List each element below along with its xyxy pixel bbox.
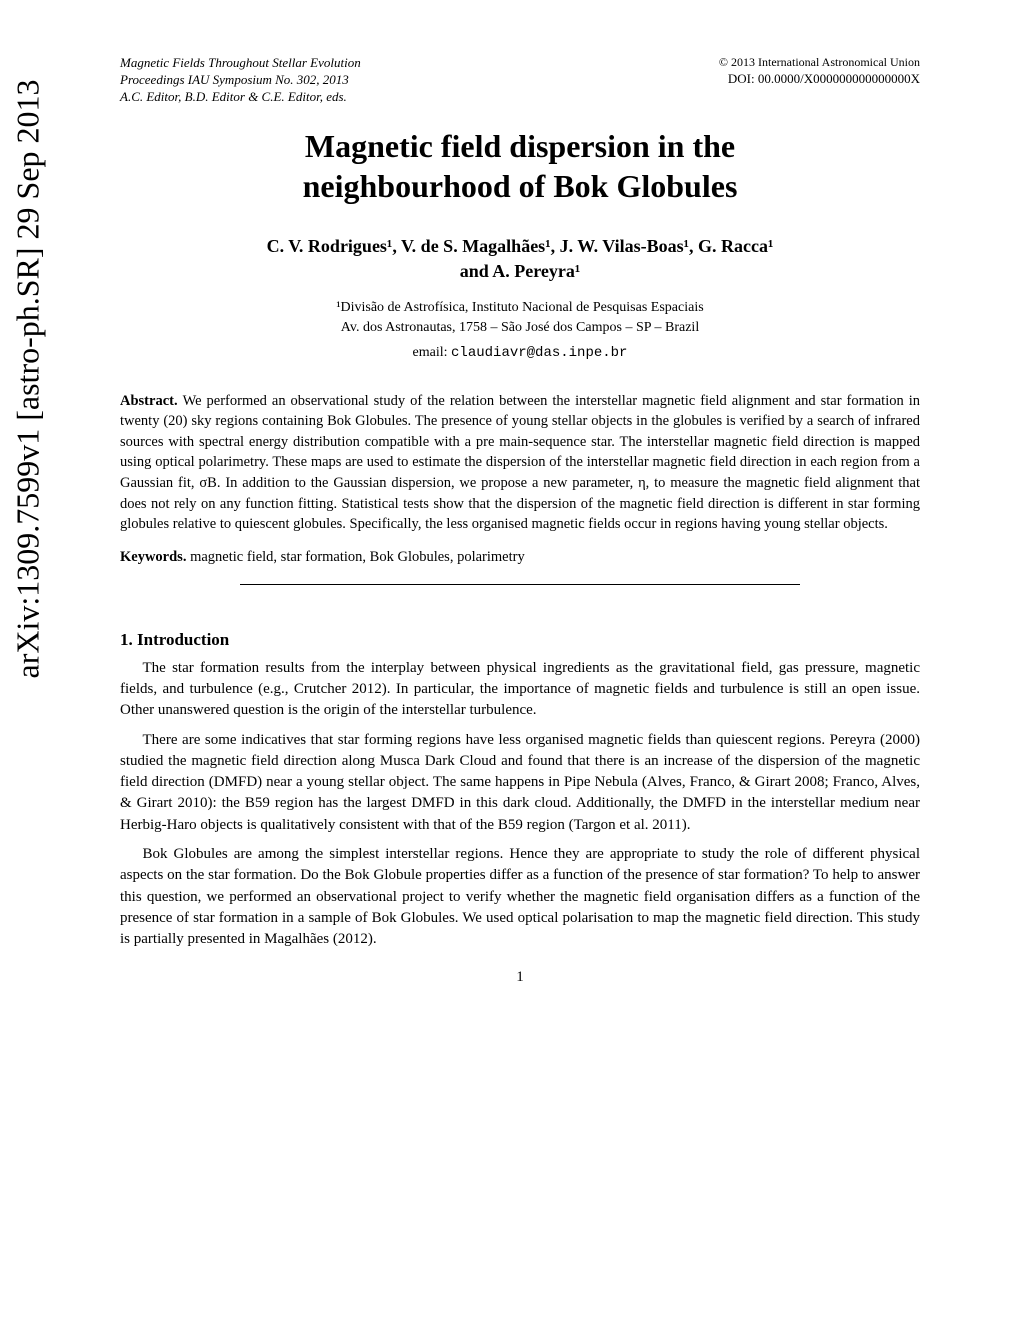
header-copyright: © 2013 International Astronomical Union	[719, 55, 920, 71]
authors-line2: and A. Pereyra¹	[460, 261, 581, 281]
email-line: email: claudiavr@das.inpe.br	[120, 345, 920, 361]
arxiv-identifier: arXiv:1309.7599v1 [astro-ph.SR] 29 Sep 2…	[10, 79, 47, 678]
affiliation-line2: Av. dos Astronautas, 1758 – São José dos…	[341, 320, 699, 335]
title-line1: Magnetic field dispersion in the	[305, 128, 735, 164]
affiliation: ¹Divisão de Astrofísica, Instituto Nacio…	[120, 298, 920, 339]
section-heading: 1. Introduction	[120, 630, 920, 650]
header-editors: A.C. Editor, B.D. Editor & C.E. Editor, …	[120, 89, 361, 106]
header-left: Magnetic Fields Throughout Stellar Evolu…	[120, 55, 361, 106]
paragraph-2: There are some indicatives that star for…	[120, 730, 920, 836]
affiliation-line1: ¹Divisão de Astrofísica, Instituto Nacio…	[336, 300, 703, 315]
separator-line	[240, 584, 800, 585]
running-header: Magnetic Fields Throughout Stellar Evolu…	[120, 55, 920, 106]
header-proceedings: Proceedings IAU Symposium No. 302, 2013	[120, 72, 361, 89]
email-address: claudiavr@das.inpe.br	[451, 345, 627, 361]
abstract-text: We performed an observational study of t…	[120, 393, 920, 532]
paper-title: Magnetic field dispersion in the neighbo…	[120, 126, 920, 206]
page-number: 1	[120, 969, 920, 986]
paragraph-3: Bok Globules are among the simplest inte…	[120, 844, 920, 950]
title-line2: neighbourhood of Bok Globules	[303, 168, 738, 204]
paragraph-1: The star formation results from the inte…	[120, 658, 920, 722]
abstract: Abstract. We performed an observational …	[120, 391, 920, 535]
keywords-label: Keywords.	[120, 549, 190, 565]
header-right: © 2013 International Astronomical Union …	[719, 55, 920, 106]
keywords: Keywords. magnetic field, star formation…	[120, 549, 920, 566]
header-conference-title: Magnetic Fields Throughout Stellar Evolu…	[120, 55, 361, 72]
authors: C. V. Rodrigues¹, V. de S. Magalhães¹, J…	[120, 234, 920, 284]
page-content: Magnetic Fields Throughout Stellar Evolu…	[120, 0, 920, 986]
keywords-text: magnetic field, star formation, Bok Glob…	[190, 549, 525, 565]
header-doi: DOI: 00.0000/X000000000000000X	[719, 71, 920, 88]
abstract-label: Abstract.	[120, 393, 183, 409]
email-label: email:	[413, 345, 452, 360]
authors-line1: C. V. Rodrigues¹, V. de S. Magalhães¹, J…	[267, 236, 774, 256]
